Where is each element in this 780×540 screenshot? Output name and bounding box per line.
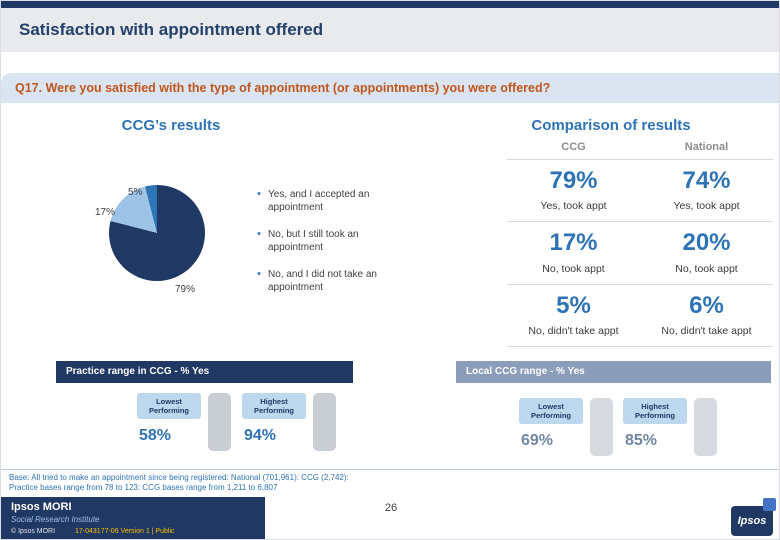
practice-lowest-value: 58% — [139, 427, 172, 444]
label-national-no-took: No, took appt — [675, 262, 738, 275]
local-highest-value: 85% — [625, 432, 658, 449]
cell-national-no-not-take: 6% No, didn't take appt — [640, 291, 773, 338]
label-ccg-yes: Yes, took appt — [540, 200, 607, 213]
comparison-table: CCG National 79% Yes, took appt 74% Yes,… — [507, 141, 773, 348]
cell-ccg-yes: 79% Yes, took appt — [507, 167, 640, 213]
comparison-row-yes: 79% Yes, took appt 74% Yes, took appt — [507, 160, 773, 223]
label-national-no-not-take: No, didn't take appt — [661, 325, 752, 338]
slide-title: Satisfaction with appointment offered — [19, 20, 324, 39]
comparison-row-no-not-take: 5% No, didn't take appt 6% No, didn't ta… — [507, 285, 773, 348]
document-reference: 17-043177-06 Version 1 | Public — [75, 528, 175, 535]
value-national-yes: 74% — [682, 167, 731, 194]
cell-national-no-took: 20% No, took appt — [640, 229, 773, 275]
footer-logo-block: Ipsos MORI Social Research Institute © I… — [1, 497, 265, 539]
top-accent-bar — [1, 1, 779, 8]
practice-lowest-stat: Lowest Performing 58% — [137, 393, 237, 455]
legend-item-no-not-take: No, and I did not take an appointment — [257, 267, 407, 294]
pie-legend: Yes, and I accepted an appointment No, b… — [257, 187, 407, 308]
practice-highest-value: 94% — [244, 427, 277, 444]
pie-chart — [109, 185, 205, 281]
legend-item-no-took: No, but I still took an appointment — [257, 227, 407, 254]
pie-label-yes: 79% — [175, 284, 196, 295]
lowest-performing-tag: Lowest Performing — [519, 398, 583, 424]
pie-label-no-not-take: 5% — [128, 187, 143, 198]
cell-national-yes: 74% Yes, took appt — [640, 167, 773, 213]
social-research-institute-text: Social Research Institute — [11, 515, 100, 524]
local-highest-stat: Highest Performing 85% — [623, 398, 723, 460]
value-ccg-no-not-take: 5% — [556, 291, 591, 319]
base-note-line1: Base: All tried to make an appointment s… — [9, 473, 349, 482]
question-banner: Q17. Were you satisfied with the type of… — [1, 73, 779, 103]
range-bar — [208, 393, 231, 451]
highest-performing-tag: Highest Performing — [623, 398, 687, 424]
range-bar — [313, 393, 336, 451]
question-text: Q17. Were you satisfied with the type of… — [15, 81, 551, 95]
title-bar: Satisfaction with appointment offered — [1, 8, 779, 52]
practice-highest-stat: Highest Performing 94% — [242, 393, 342, 455]
cell-ccg-no-not-take: 5% No, didn't take appt — [507, 291, 640, 338]
legend-item-yes: Yes, and I accepted an appointment — [257, 187, 407, 214]
practice-range-header: Practice range in CCG - % Yes — [56, 361, 353, 383]
local-lowest-stat: Lowest Performing 69% — [519, 398, 619, 460]
base-note-line2: Practice bases range from 78 to 123: CCG… — [9, 483, 278, 492]
value-ccg-yes: 79% — [549, 167, 598, 194]
label-national-yes: Yes, took appt — [673, 200, 740, 213]
column-header-national: National — [684, 141, 729, 153]
value-ccg-no-took: 17% — [549, 229, 598, 257]
highest-performing-tag: Highest Performing — [242, 393, 306, 419]
comparison-heading: Comparison of results — [531, 117, 691, 134]
comparison-row-no-took: 17% No, took appt 20% No, took appt — [507, 222, 773, 285]
ipsos-logo-square-icon — [763, 498, 776, 511]
local-lowest-value: 69% — [521, 432, 554, 449]
ccg-results-heading: CCG’s results — [121, 117, 221, 134]
page-number: 26 — [384, 502, 398, 514]
range-bar — [694, 398, 717, 456]
ipsos-logo: Ipsos — [731, 506, 773, 536]
lowest-performing-tag: Lowest Performing — [137, 393, 201, 419]
comparison-header-row: CCG National — [507, 141, 773, 160]
copyright-text: © Ipsos MORI — [11, 528, 56, 535]
label-ccg-no-not-take: No, didn't take appt — [528, 325, 619, 338]
value-national-no-not-take: 6% — [689, 291, 724, 319]
ipsos-mori-logo-text: Ipsos MORI — [11, 501, 72, 513]
label-ccg-no-took: No, took appt — [542, 262, 605, 275]
base-divider — [1, 469, 779, 470]
local-range-header: Local CCG range - % Yes — [456, 361, 771, 383]
column-header-ccg: CCG — [561, 141, 586, 153]
pie-label-no-took: 17% — [95, 207, 116, 218]
cell-ccg-no-took: 17% No, took appt — [507, 229, 640, 275]
range-bar — [590, 398, 613, 456]
value-national-no-took: 20% — [682, 229, 731, 257]
